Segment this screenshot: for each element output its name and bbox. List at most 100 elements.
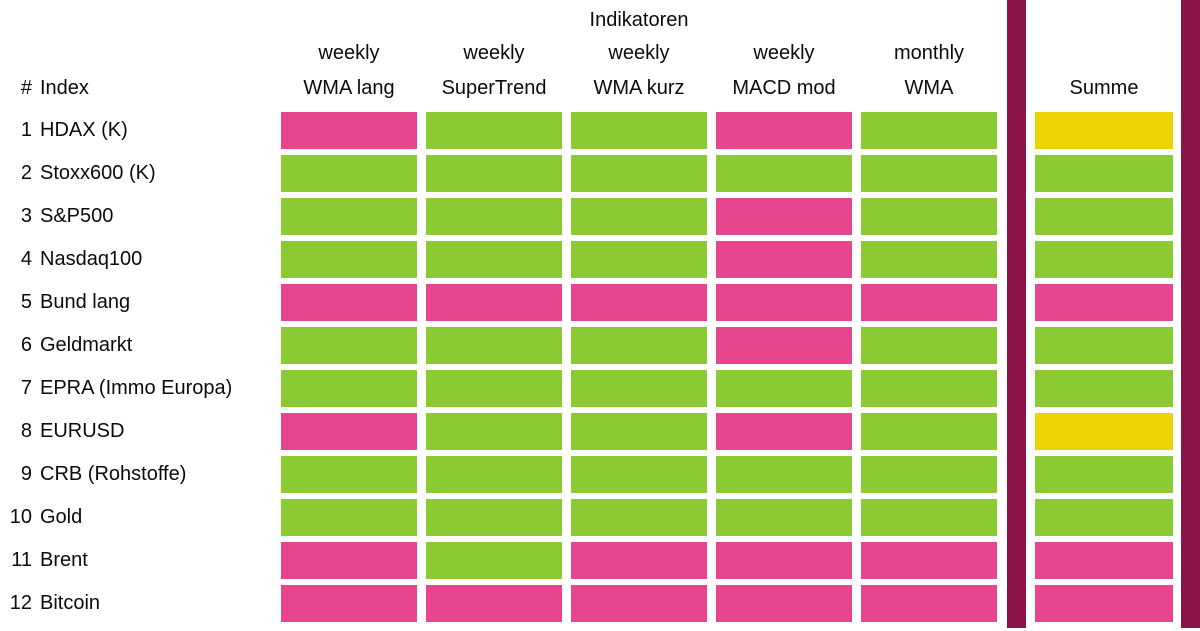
column-name-header: WMA lang bbox=[303, 77, 395, 99]
row-number: 11 bbox=[11, 549, 32, 571]
chart-title: Indikatoren bbox=[589, 9, 689, 31]
row-label: EURUSD bbox=[40, 420, 125, 442]
column-period-header: monthly bbox=[893, 42, 965, 64]
signal-cell bbox=[861, 327, 997, 364]
signal-cell bbox=[861, 241, 997, 278]
index-column-header: Index bbox=[40, 77, 89, 99]
signal-cell bbox=[716, 585, 852, 622]
rank-column-header: # bbox=[20, 77, 32, 99]
summe-cell bbox=[1035, 499, 1173, 536]
signal-cell bbox=[571, 585, 707, 622]
row-number: 3 bbox=[20, 205, 32, 227]
signal-cell bbox=[571, 198, 707, 235]
row-number: 7 bbox=[20, 377, 32, 399]
signal-cell bbox=[571, 542, 707, 579]
signal-cell bbox=[571, 241, 707, 278]
signal-cell bbox=[426, 327, 562, 364]
column-period-header: weekly bbox=[463, 42, 525, 64]
row-number: 4 bbox=[20, 248, 32, 270]
signal-cell bbox=[281, 370, 417, 407]
row-label: HDAX (K) bbox=[40, 119, 128, 141]
row-number: 10 bbox=[9, 506, 32, 528]
signal-cell bbox=[716, 112, 852, 149]
signal-cell bbox=[571, 413, 707, 450]
row-label: Bitcoin bbox=[40, 592, 101, 614]
row-label: S&P500 bbox=[40, 205, 114, 227]
signal-cell bbox=[426, 112, 562, 149]
summe-cell bbox=[1035, 155, 1173, 192]
column-name-header: WMA bbox=[904, 77, 954, 99]
signal-cell bbox=[571, 327, 707, 364]
summe-cell bbox=[1035, 542, 1173, 579]
signal-cell bbox=[426, 370, 562, 407]
summe-cell bbox=[1035, 284, 1173, 321]
row-number: 6 bbox=[20, 334, 32, 356]
row-label: Gold bbox=[40, 506, 83, 528]
signal-cell bbox=[716, 155, 852, 192]
column-name-header: SuperTrend bbox=[441, 77, 547, 99]
summe-cell bbox=[1035, 198, 1173, 235]
signal-cell bbox=[861, 112, 997, 149]
signal-cell bbox=[861, 155, 997, 192]
signal-cell bbox=[426, 585, 562, 622]
divider-bar-right bbox=[1181, 0, 1200, 628]
signal-cell bbox=[861, 585, 997, 622]
signal-cell bbox=[571, 456, 707, 493]
row-number: 12 bbox=[9, 592, 32, 614]
signal-cell bbox=[861, 370, 997, 407]
column-period-header: weekly bbox=[753, 42, 815, 64]
row-label: EPRA (Immo Europa) bbox=[40, 377, 233, 399]
column-period-header: weekly bbox=[318, 42, 380, 64]
row-label: Stoxx600 (K) bbox=[40, 162, 156, 184]
signal-cell bbox=[281, 198, 417, 235]
signal-cell bbox=[861, 499, 997, 536]
row-number: 2 bbox=[20, 162, 32, 184]
signal-cell bbox=[571, 155, 707, 192]
summe-cell bbox=[1035, 413, 1173, 450]
signal-cell bbox=[716, 327, 852, 364]
signal-cell bbox=[861, 456, 997, 493]
signal-cell bbox=[571, 499, 707, 536]
summe-cell bbox=[1035, 112, 1173, 149]
summe-cell bbox=[1035, 456, 1173, 493]
signal-cell bbox=[571, 284, 707, 321]
signal-cell bbox=[426, 499, 562, 536]
signal-cell bbox=[861, 413, 997, 450]
summe-cell bbox=[1035, 370, 1173, 407]
row-label: Geldmarkt bbox=[40, 334, 133, 356]
signal-cell bbox=[716, 198, 852, 235]
divider-bar-left bbox=[1007, 0, 1026, 628]
signal-cell bbox=[861, 198, 997, 235]
column-name-header: MACD mod bbox=[732, 77, 836, 99]
signal-cell bbox=[426, 413, 562, 450]
signal-cell bbox=[426, 241, 562, 278]
signal-cell bbox=[281, 155, 417, 192]
row-number: 9 bbox=[20, 463, 32, 485]
signal-cell bbox=[281, 112, 417, 149]
summe-cell bbox=[1035, 327, 1173, 364]
signal-cell bbox=[716, 413, 852, 450]
column-period-header: weekly bbox=[608, 42, 670, 64]
row-label: Bund lang bbox=[40, 291, 131, 313]
signal-cell bbox=[426, 542, 562, 579]
signal-cell bbox=[426, 198, 562, 235]
signal-cell bbox=[861, 542, 997, 579]
summe-cell bbox=[1035, 241, 1173, 278]
column-name-header: WMA kurz bbox=[593, 77, 685, 99]
signal-cell bbox=[716, 499, 852, 536]
signal-cell bbox=[426, 284, 562, 321]
signal-cell bbox=[716, 456, 852, 493]
signal-cell bbox=[281, 284, 417, 321]
signal-cell bbox=[281, 585, 417, 622]
row-number: 1 bbox=[20, 119, 32, 141]
signal-cell bbox=[716, 284, 852, 321]
row-number: 8 bbox=[20, 420, 32, 442]
summe-cell bbox=[1035, 585, 1173, 622]
signal-cell bbox=[281, 456, 417, 493]
row-number: 5 bbox=[20, 291, 32, 313]
row-label: CRB (Rohstoffe) bbox=[40, 463, 187, 485]
row-label: Nasdaq100 bbox=[40, 248, 143, 270]
signal-cell bbox=[281, 327, 417, 364]
signal-cell bbox=[281, 499, 417, 536]
